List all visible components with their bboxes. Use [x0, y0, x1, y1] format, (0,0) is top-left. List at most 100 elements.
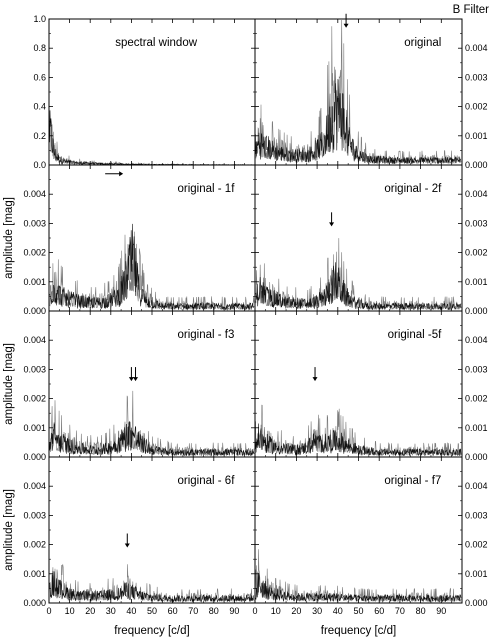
spectrum-line: [255, 549, 462, 603]
y-tick-label: 0.004: [23, 189, 46, 199]
y-tick-label: 0.001: [465, 423, 488, 433]
panel-1: 0.0 0.2 0.4 0.6 0.8 1.0 spectral window: [33, 14, 256, 170]
x-tick-label: 80: [416, 606, 426, 616]
y-tick-label: 0.004: [23, 335, 46, 345]
x-tick-label: 0: [46, 606, 51, 616]
x-tick-label: 60: [168, 606, 178, 616]
panel-4: 0.000 0.001 0.002 0.003 0.004 original - 2f: [254, 164, 488, 316]
y-tick-label: 0.000: [465, 160, 488, 170]
y-tick-label: 0.2: [33, 131, 46, 141]
y-tick-label: 0.4: [33, 102, 46, 112]
y-tick-label: 0.004: [23, 481, 46, 491]
y-tick-label: 0.0: [33, 160, 46, 170]
spectrum-core-line: [255, 79, 462, 165]
panel-7: 0.000 0.001 0.002 0.003 0.004 0 10 20 30 40 50 60 70…: [3, 456, 256, 637]
spectrum-core-line: [49, 571, 255, 603]
y-tick-label: 0.004: [465, 43, 488, 53]
x-tick-label: 90: [436, 606, 446, 616]
figure-title: B Filter: [453, 4, 490, 16]
arrow-marker: [128, 367, 134, 382]
y-tick-label: 0.002: [23, 394, 46, 404]
y-tick-label: 0.004: [465, 189, 488, 199]
arrow-marker: [329, 212, 335, 227]
y-tick-label: 0.002: [465, 540, 488, 550]
y-tick-label: 0.003: [465, 218, 488, 228]
spectrum-core-line: [255, 572, 462, 603]
x-tick-label: 30: [106, 606, 116, 616]
arrow-marker: [105, 171, 124, 177]
y-tick-label: 0.003: [23, 218, 46, 228]
arrow-marker: [312, 367, 318, 382]
panel-title: original - 2f: [384, 183, 442, 195]
x-tick-label: 20: [291, 606, 301, 616]
y-tick-label: 0.002: [23, 540, 46, 550]
x-tick-label: 0: [252, 606, 257, 616]
arrow-marker: [133, 367, 139, 382]
x-tick-label: 50: [353, 606, 363, 616]
x-tick-label: 30: [312, 606, 322, 616]
y-tick-label: 0.6: [33, 72, 46, 82]
y-axis-title: amplitude [mag]: [3, 197, 15, 279]
y-tick-label: 0.003: [23, 510, 46, 520]
panel-title: original - 1f: [178, 183, 236, 195]
x-tick-label: 50: [147, 606, 157, 616]
y-axis-title: amplitude [mag]: [3, 343, 15, 425]
y-tick-label: 0.002: [465, 102, 488, 112]
y-axis-title: amplitude [mag]: [3, 489, 15, 571]
y-tick-label: 0.000: [23, 452, 46, 462]
y-tick-label: 0.004: [465, 481, 488, 491]
y-tick-label: 1.0: [33, 14, 46, 24]
x-tick-label: 10: [65, 606, 75, 616]
panel-title: original - f7: [384, 475, 441, 487]
y-tick-label: 0.003: [465, 72, 488, 82]
y-tick-label: 0.003: [465, 364, 488, 374]
y-tick-label: 0.001: [465, 131, 488, 141]
y-tick-label: 0.000: [465, 598, 488, 608]
y-tick-label: 0.004: [465, 335, 488, 345]
y-tick-label: 0.001: [465, 569, 488, 579]
y-tick-label: 0.000: [23, 598, 46, 608]
panel-6: 0.000 0.001 0.002 0.003 0.004 original -5f: [254, 310, 488, 462]
panel-title: original: [404, 37, 441, 49]
y-tick-label: 0.000: [23, 306, 46, 316]
y-tick-label: 0.003: [465, 510, 488, 520]
x-tick-label: 90: [229, 606, 239, 616]
panel-8: 0.000 0.001 0.002 0.003 0.004 0 10 20 30 40 50 60 70…: [252, 456, 488, 637]
spectrum-line: [255, 19, 462, 165]
panel-5: 0.000 0.001 0.002 0.003 0.004 amplitude [mag]…: [3, 310, 256, 462]
x-tick-label: 20: [85, 606, 95, 616]
y-tick-label: 0.001: [23, 277, 46, 287]
x-tick-label: 80: [209, 606, 219, 616]
x-axis-title: frequency [c/d]: [321, 625, 396, 637]
y-tick-label: 0.001: [465, 277, 488, 287]
y-tick-label: 0.001: [23, 569, 46, 579]
spectrum-core-line: [255, 262, 462, 311]
x-tick-label: 70: [395, 606, 405, 616]
y-tick-label: 0.003: [23, 364, 46, 374]
y-tick-label: 0.8: [33, 43, 46, 53]
panel-title: original - f3: [178, 329, 235, 341]
spectrum-line: [49, 390, 255, 457]
spectrum-core-line: [49, 421, 255, 457]
panel-2: 0.000 0.001 0.002 0.003 0.004 original: [254, 13, 488, 170]
arrow-marker: [343, 13, 349, 28]
y-tick-label: 0.002: [23, 248, 46, 258]
panel-title: original - 6f: [178, 475, 236, 487]
x-tick-label: 40: [333, 606, 343, 616]
panel-title: spectral window: [115, 37, 198, 49]
spectrum-core-line: [49, 110, 255, 166]
panel-title: original -5f: [388, 329, 442, 341]
x-tick-label: 40: [126, 606, 136, 616]
x-tick-label: 70: [188, 606, 198, 616]
panel-3: 0.000 0.001 0.002 0.003 0.004 amplitude [mag]…: [3, 164, 256, 316]
x-tick-label: 10: [271, 606, 281, 616]
arrow-marker: [124, 533, 130, 548]
y-tick-label: 0.002: [465, 248, 488, 258]
y-tick-label: 0.001: [23, 423, 46, 433]
y-tick-label: 0.000: [465, 306, 488, 316]
y-tick-label: 0.000: [465, 452, 488, 462]
spectrum-line: [49, 123, 255, 166]
y-tick-label: 0.002: [465, 394, 488, 404]
